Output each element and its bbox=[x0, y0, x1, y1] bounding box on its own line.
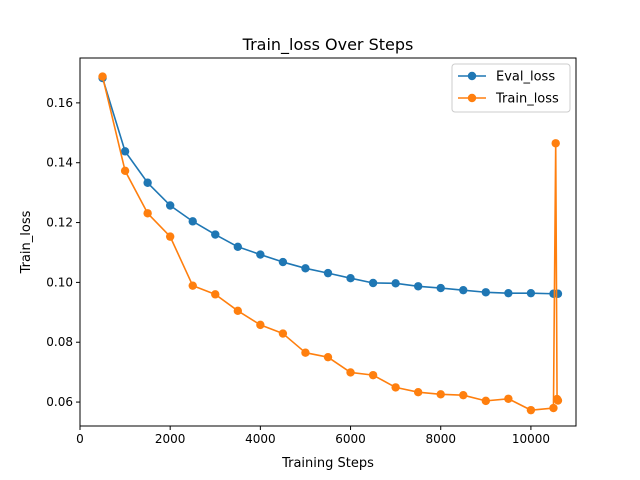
data-point bbox=[459, 390, 468, 400]
x-tick-label: 8000 bbox=[425, 432, 456, 446]
y-tick-label: 0.10 bbox=[46, 275, 73, 289]
data-point bbox=[143, 209, 152, 218]
data-point bbox=[481, 396, 491, 406]
x-tick-label: 10000 bbox=[512, 432, 550, 446]
legend-label: Eval_loss bbox=[496, 70, 555, 85]
data-point bbox=[301, 264, 310, 273]
data-point bbox=[278, 257, 288, 267]
plot-area bbox=[98, 72, 563, 415]
y-axis-label: Train_loss bbox=[19, 210, 34, 274]
y-tick-label: 0.12 bbox=[46, 216, 73, 230]
legend-label: Train_loss bbox=[495, 92, 559, 107]
data-point bbox=[323, 268, 333, 278]
data-point bbox=[278, 329, 288, 338]
data-point bbox=[301, 348, 310, 357]
x-axis-label: Training Steps bbox=[281, 456, 374, 471]
data-point bbox=[551, 139, 560, 148]
y-tick-label: 0.08 bbox=[46, 335, 73, 349]
data-point bbox=[346, 368, 355, 377]
data-point bbox=[526, 405, 536, 415]
data-point bbox=[481, 288, 491, 297]
data-point bbox=[188, 217, 197, 226]
data-point bbox=[368, 370, 378, 380]
x-tick-label: 2000 bbox=[155, 432, 186, 446]
x-tick-label: 0 bbox=[76, 432, 84, 446]
data-point bbox=[526, 288, 536, 298]
x-tick-label: 4000 bbox=[245, 432, 276, 446]
x-tick-label: 6000 bbox=[335, 432, 366, 446]
legend: Eval_loss Train_loss bbox=[451, 63, 571, 113]
series-train-loss bbox=[98, 72, 563, 415]
y-tick-label: 0.06 bbox=[46, 395, 73, 409]
series-line bbox=[101, 77, 558, 295]
data-point bbox=[504, 394, 513, 403]
data-point bbox=[504, 288, 513, 298]
data-point bbox=[553, 396, 563, 405]
data-point bbox=[165, 201, 175, 210]
data-point bbox=[143, 178, 152, 187]
legend-swatch-marker bbox=[467, 93, 477, 103]
chart-title: Train_loss Over Steps bbox=[242, 35, 414, 55]
data-point bbox=[188, 281, 197, 290]
data-point bbox=[211, 230, 220, 239]
data-point bbox=[413, 387, 423, 397]
data-point bbox=[436, 390, 445, 399]
y-tick-label: 0.16 bbox=[46, 96, 73, 110]
data-point bbox=[346, 274, 355, 283]
data-point bbox=[323, 352, 333, 362]
data-point bbox=[436, 283, 445, 293]
data-point bbox=[413, 282, 423, 291]
data-point bbox=[165, 232, 175, 241]
data-point bbox=[233, 306, 243, 316]
data-point bbox=[549, 403, 558, 413]
data-point bbox=[233, 242, 243, 251]
data-point bbox=[211, 290, 220, 299]
data-point bbox=[391, 279, 400, 288]
data-point bbox=[459, 285, 468, 295]
data-point bbox=[256, 250, 265, 259]
legend-swatch-marker bbox=[467, 71, 477, 81]
data-point bbox=[256, 320, 265, 330]
plot-frame bbox=[79, 57, 577, 427]
data-point bbox=[368, 278, 378, 288]
data-point bbox=[120, 147, 130, 156]
data-point bbox=[120, 166, 130, 175]
data-point bbox=[98, 72, 107, 81]
data-point bbox=[391, 383, 400, 392]
y-tick-label: 0.14 bbox=[46, 156, 73, 170]
